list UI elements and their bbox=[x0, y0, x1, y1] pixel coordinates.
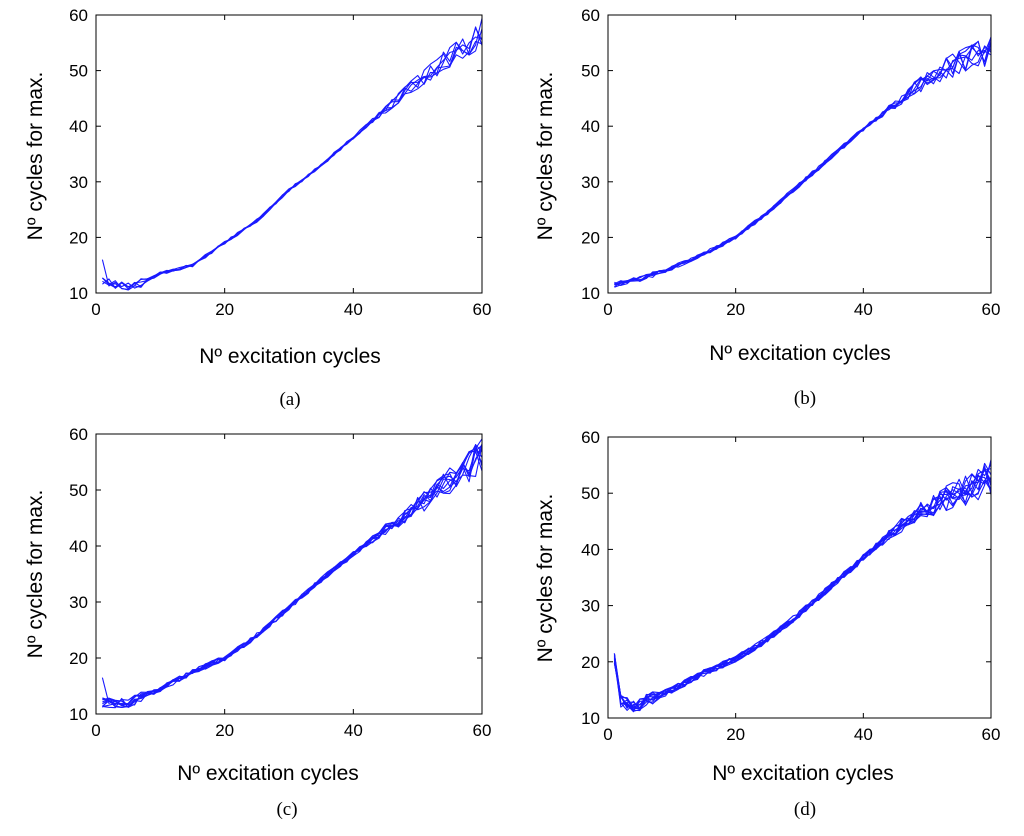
series-line-4 bbox=[102, 26, 482, 289]
series-line-7 bbox=[613, 463, 991, 711]
series-line-5 bbox=[613, 465, 991, 711]
panel-caption: (d) bbox=[794, 799, 816, 820]
x-tick-label: 20 bbox=[726, 725, 745, 744]
y-tick-label: 20 bbox=[581, 653, 600, 672]
panel-caption: (c) bbox=[276, 799, 297, 820]
series-line-2 bbox=[102, 27, 482, 291]
y-tick-label: 10 bbox=[69, 284, 88, 303]
series-line-4 bbox=[614, 36, 991, 288]
y-tick-label: 60 bbox=[69, 425, 88, 444]
y-tick-label: 30 bbox=[581, 173, 600, 192]
y-tick-label: 10 bbox=[581, 709, 600, 728]
x-tick-label: 0 bbox=[603, 725, 612, 744]
y-tick-label: 40 bbox=[581, 117, 600, 136]
series-line-1 bbox=[614, 37, 991, 288]
x-tick-label: 60 bbox=[982, 300, 1001, 319]
series-line-12 bbox=[613, 466, 991, 710]
y-tick-label: 50 bbox=[69, 481, 88, 500]
plot-frame bbox=[607, 436, 992, 719]
chart-panel-d: 0 20 40 60 10 20 30 40 50 60 Nº excitation cycles N… bbox=[534, 428, 1000, 820]
panel-caption: (a) bbox=[279, 389, 300, 410]
chart-panel-c: 0 20 40 60 10 20 30 40 50 60 Nº excitation cycles N… bbox=[24, 425, 491, 820]
series-group bbox=[614, 36, 991, 288]
x-tick-label: 20 bbox=[726, 300, 745, 319]
y-tick-label: 60 bbox=[581, 6, 600, 25]
y-axis-label: Nº cycles for max. bbox=[534, 494, 557, 663]
series-line-2 bbox=[102, 447, 482, 706]
x-tick-label: 0 bbox=[91, 721, 100, 740]
series-line-5 bbox=[102, 444, 482, 707]
x-tick-label: 0 bbox=[603, 300, 612, 319]
x-axis-label: Nº excitation cycles bbox=[709, 342, 891, 365]
series-line-9 bbox=[102, 438, 482, 708]
x-tick-label: 60 bbox=[982, 725, 1001, 744]
y-tick-label: 30 bbox=[69, 173, 88, 192]
x-tick-label: 60 bbox=[473, 300, 492, 319]
series-line-8 bbox=[102, 445, 482, 708]
series-line-10 bbox=[613, 469, 991, 711]
x-tick-label: 60 bbox=[473, 721, 492, 740]
series-line-10 bbox=[102, 447, 482, 708]
y-tick-label: 10 bbox=[581, 284, 600, 303]
plot-frame bbox=[607, 14, 992, 294]
y-tick-label: 40 bbox=[69, 117, 88, 136]
chart-panel-a: 0 20 40 60 10 20 30 40 50 60 Nº excitation cycles N… bbox=[24, 6, 491, 410]
y-tick-label: 40 bbox=[69, 537, 88, 556]
y-tick-label: 20 bbox=[581, 228, 600, 247]
y-tick-label: 30 bbox=[69, 593, 88, 612]
series-line-3 bbox=[613, 462, 991, 712]
y-axis-label: Nº cycles for max. bbox=[534, 72, 557, 241]
series-line-1 bbox=[101, 443, 482, 708]
x-tick-label: 40 bbox=[854, 300, 873, 319]
series-line-3 bbox=[614, 47, 991, 286]
series-line-7 bbox=[614, 40, 991, 286]
x-tick-label: 20 bbox=[215, 300, 234, 319]
y-tick-label: 60 bbox=[581, 428, 600, 447]
series-line-3 bbox=[102, 450, 482, 708]
y-tick-label: 50 bbox=[581, 484, 600, 503]
chart-panel-b: 0 20 40 60 10 20 30 40 50 60 Nº excitation cycles N… bbox=[534, 6, 1000, 409]
x-axis-label: Nº excitation cycles bbox=[177, 762, 359, 785]
series-group bbox=[101, 18, 482, 291]
x-tick-label: 0 bbox=[91, 300, 100, 319]
y-tick-label: 50 bbox=[581, 62, 600, 81]
y-tick-label: 40 bbox=[581, 540, 600, 559]
series-line-11 bbox=[613, 475, 991, 713]
plot-frame bbox=[95, 14, 483, 294]
y-tick-label: 50 bbox=[69, 62, 88, 81]
series-line-6 bbox=[102, 18, 482, 289]
x-tick-label: 40 bbox=[344, 300, 363, 319]
y-axis-label: Nº cycles for max. bbox=[24, 490, 47, 659]
series-line-1 bbox=[101, 28, 482, 289]
y-tick-label: 20 bbox=[69, 649, 88, 668]
y-axis-label: Nº cycles for max. bbox=[24, 72, 47, 241]
x-tick-label: 20 bbox=[215, 721, 234, 740]
series-line-4 bbox=[613, 468, 991, 708]
x-tick-label: 40 bbox=[344, 721, 363, 740]
y-tick-label: 10 bbox=[69, 705, 88, 724]
series-line-5 bbox=[102, 36, 482, 290]
plot-frame bbox=[95, 433, 483, 715]
series-group bbox=[613, 459, 991, 713]
panel-caption: (b) bbox=[794, 388, 816, 409]
x-axis-label: Nº excitation cycles bbox=[712, 762, 894, 785]
x-axis-label: Nº excitation cycles bbox=[199, 345, 381, 368]
series-line-8 bbox=[614, 50, 991, 286]
y-tick-label: 60 bbox=[69, 6, 88, 25]
series-line-4 bbox=[102, 443, 482, 709]
y-tick-label: 20 bbox=[69, 228, 88, 247]
series-line-6 bbox=[101, 444, 482, 708]
x-tick-label: 40 bbox=[854, 725, 873, 744]
series-line-7 bbox=[102, 447, 482, 706]
y-tick-label: 30 bbox=[581, 597, 600, 616]
series-group bbox=[101, 438, 482, 709]
